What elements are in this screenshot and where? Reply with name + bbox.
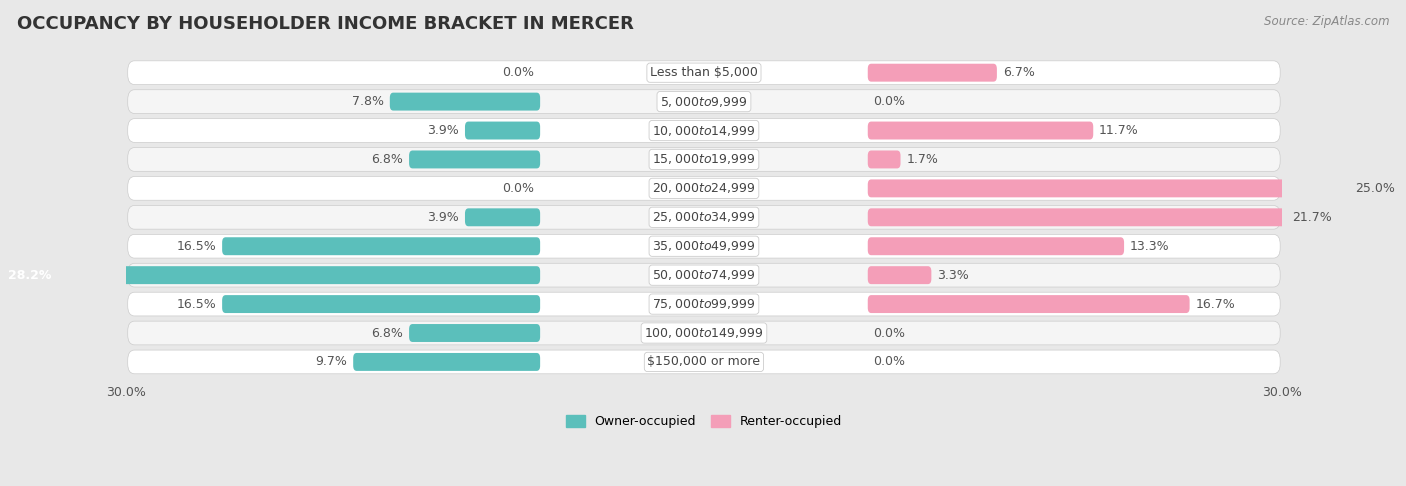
- Text: 0.0%: 0.0%: [873, 355, 905, 368]
- Text: 6.7%: 6.7%: [1002, 66, 1035, 79]
- Text: $10,000 to $14,999: $10,000 to $14,999: [652, 123, 755, 138]
- FancyBboxPatch shape: [128, 61, 1281, 85]
- FancyBboxPatch shape: [409, 324, 540, 342]
- FancyBboxPatch shape: [0, 266, 540, 284]
- Text: 16.5%: 16.5%: [177, 297, 217, 311]
- Text: 3.3%: 3.3%: [938, 269, 969, 282]
- Text: 3.9%: 3.9%: [427, 124, 460, 137]
- FancyBboxPatch shape: [868, 64, 997, 82]
- FancyBboxPatch shape: [389, 93, 540, 111]
- Text: 0.0%: 0.0%: [502, 182, 534, 195]
- Text: $100,000 to $149,999: $100,000 to $149,999: [644, 326, 763, 340]
- Text: $35,000 to $49,999: $35,000 to $49,999: [652, 239, 755, 253]
- Text: $5,000 to $9,999: $5,000 to $9,999: [661, 95, 748, 108]
- Text: 1.7%: 1.7%: [907, 153, 938, 166]
- Legend: Owner-occupied, Renter-occupied: Owner-occupied, Renter-occupied: [561, 410, 846, 434]
- Text: $15,000 to $19,999: $15,000 to $19,999: [652, 153, 755, 167]
- Text: Less than $5,000: Less than $5,000: [650, 66, 758, 79]
- Text: 6.8%: 6.8%: [371, 327, 404, 340]
- FancyBboxPatch shape: [128, 292, 1281, 316]
- Text: OCCUPANCY BY HOUSEHOLDER INCOME BRACKET IN MERCER: OCCUPANCY BY HOUSEHOLDER INCOME BRACKET …: [17, 15, 634, 33]
- FancyBboxPatch shape: [128, 90, 1281, 113]
- Text: $20,000 to $24,999: $20,000 to $24,999: [652, 181, 755, 195]
- FancyBboxPatch shape: [868, 208, 1286, 226]
- Text: 0.0%: 0.0%: [873, 327, 905, 340]
- Text: 11.7%: 11.7%: [1099, 124, 1139, 137]
- Text: 25.0%: 25.0%: [1355, 182, 1395, 195]
- Text: Source: ZipAtlas.com: Source: ZipAtlas.com: [1264, 15, 1389, 28]
- Text: $25,000 to $34,999: $25,000 to $34,999: [652, 210, 755, 225]
- FancyBboxPatch shape: [465, 208, 540, 226]
- Text: 6.8%: 6.8%: [371, 153, 404, 166]
- FancyBboxPatch shape: [128, 234, 1281, 258]
- FancyBboxPatch shape: [222, 237, 540, 255]
- FancyBboxPatch shape: [128, 263, 1281, 287]
- FancyBboxPatch shape: [128, 350, 1281, 374]
- Text: 16.5%: 16.5%: [177, 240, 217, 253]
- FancyBboxPatch shape: [128, 119, 1281, 142]
- Text: 13.3%: 13.3%: [1130, 240, 1170, 253]
- Text: 0.0%: 0.0%: [873, 95, 905, 108]
- Text: 16.7%: 16.7%: [1195, 297, 1234, 311]
- Text: 9.7%: 9.7%: [315, 355, 347, 368]
- Text: 28.2%: 28.2%: [8, 269, 52, 282]
- FancyBboxPatch shape: [868, 266, 931, 284]
- FancyBboxPatch shape: [868, 122, 1094, 139]
- FancyBboxPatch shape: [868, 179, 1350, 197]
- Text: $150,000 or more: $150,000 or more: [647, 355, 761, 368]
- FancyBboxPatch shape: [128, 206, 1281, 229]
- Text: 0.0%: 0.0%: [502, 66, 534, 79]
- FancyBboxPatch shape: [868, 237, 1123, 255]
- Text: 7.8%: 7.8%: [352, 95, 384, 108]
- FancyBboxPatch shape: [128, 176, 1281, 200]
- FancyBboxPatch shape: [128, 321, 1281, 345]
- FancyBboxPatch shape: [868, 295, 1189, 313]
- FancyBboxPatch shape: [128, 148, 1281, 171]
- Text: 3.9%: 3.9%: [427, 211, 460, 224]
- FancyBboxPatch shape: [222, 295, 540, 313]
- FancyBboxPatch shape: [465, 122, 540, 139]
- FancyBboxPatch shape: [868, 151, 900, 169]
- Text: 21.7%: 21.7%: [1292, 211, 1331, 224]
- FancyBboxPatch shape: [353, 353, 540, 371]
- FancyBboxPatch shape: [409, 151, 540, 169]
- Text: $75,000 to $99,999: $75,000 to $99,999: [652, 297, 755, 311]
- Text: $50,000 to $74,999: $50,000 to $74,999: [652, 268, 755, 282]
